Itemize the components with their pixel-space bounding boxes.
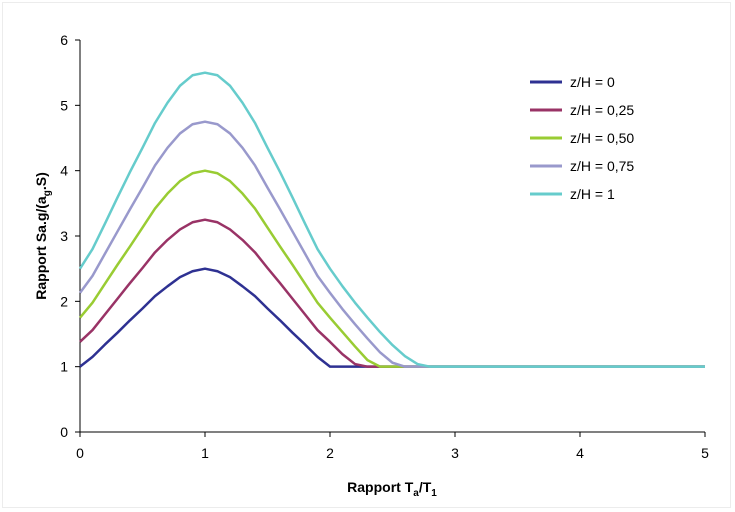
tick-labels: 0 1 2 3 4 5 6 0 1 2 3 4 5 <box>60 32 709 461</box>
x-tick-label: 0 <box>76 445 84 461</box>
legend-label-2: z/H = 0,25 <box>570 102 634 118</box>
legend-label-3: z/H = 0,50 <box>570 130 634 146</box>
x-axis-title: Rapport Ta/T1 <box>347 479 437 499</box>
legend-label-4: z/H = 0,75 <box>570 158 634 174</box>
series-lines <box>78 71 705 368</box>
x-tick-label: 3 <box>451 445 459 461</box>
y-tick-label: 0 <box>60 424 68 440</box>
y-tick-label: 4 <box>60 163 68 179</box>
y-tick-label: 1 <box>60 359 68 375</box>
x-tick-label: 4 <box>576 445 584 461</box>
x-tick-label: 2 <box>326 445 334 461</box>
series-line-5 <box>78 71 705 368</box>
x-tick-label: 1 <box>201 445 209 461</box>
legend-label-5: z/H = 1 <box>570 186 615 202</box>
legend: z/H = 0 z/H = 0,25 z/H = 0,50 z/H = 0,75 z/H… <box>530 74 634 202</box>
y-axis-title: Rapport Sa.g/(ag.S) <box>33 172 53 299</box>
y-tick-label: 3 <box>60 228 68 244</box>
y-tick-label: 6 <box>60 32 68 48</box>
legend-label-1: z/H = 0 <box>570 74 615 90</box>
y-tick-label: 2 <box>60 293 68 309</box>
x-tick-label: 5 <box>701 445 709 461</box>
y-tick-label: 5 <box>60 97 68 113</box>
series-line-1 <box>79 267 705 368</box>
